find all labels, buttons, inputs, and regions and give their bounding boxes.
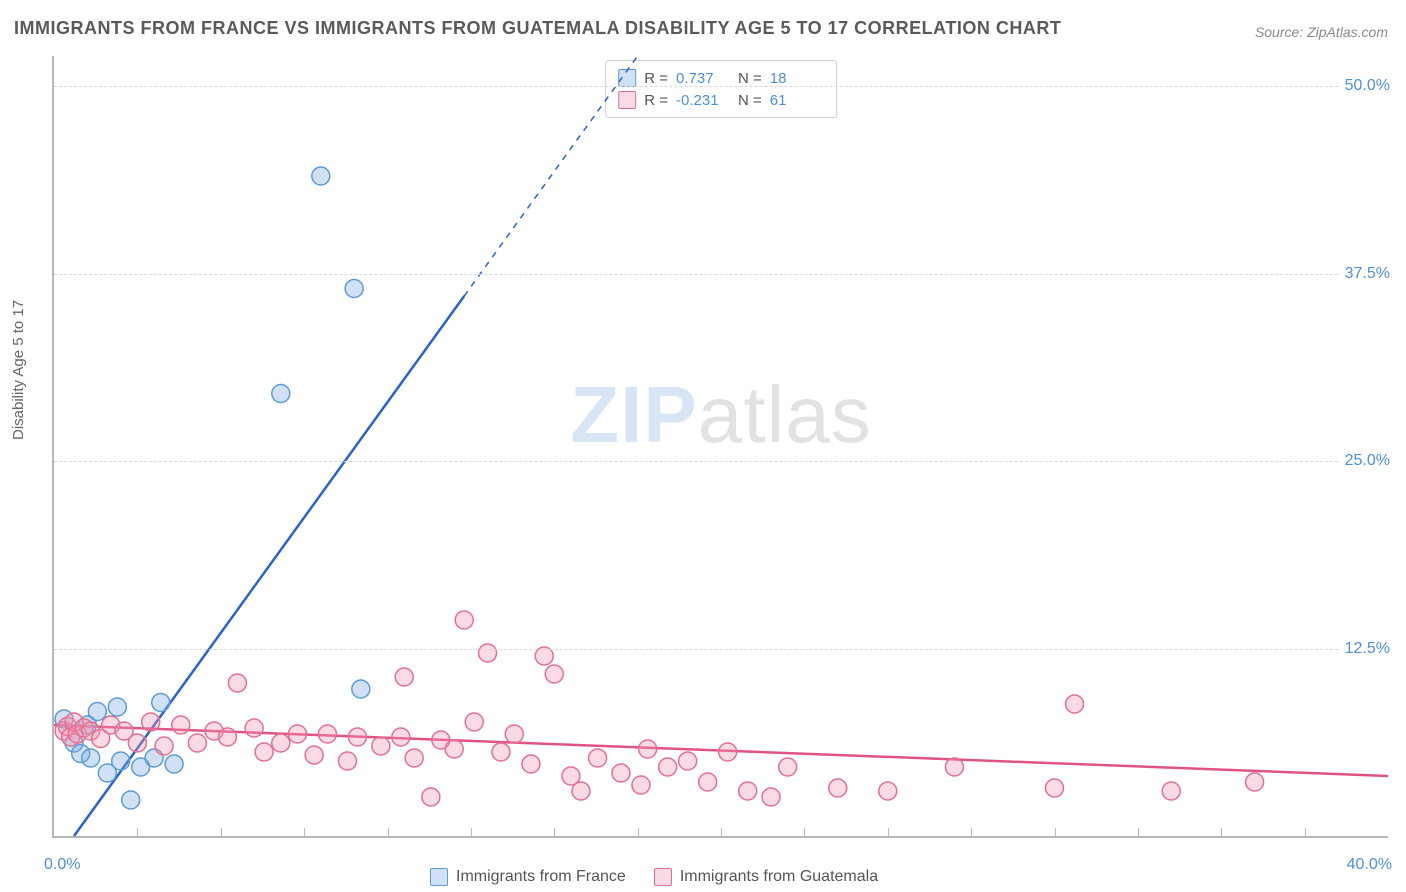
data-point-guatemala [492, 743, 510, 761]
data-point-guatemala [188, 734, 206, 752]
legend-item-france: Immigrants from France [430, 868, 626, 886]
data-point-guatemala [445, 740, 463, 758]
x-tick [1305, 828, 1306, 836]
y-axis-label: Disability Age 5 to 17 [10, 300, 27, 440]
data-point-guatemala [172, 716, 190, 734]
data-point-france [312, 167, 330, 185]
swatch-guatemala-icon [654, 868, 672, 886]
data-point-guatemala [779, 758, 797, 776]
y-tick-label: 50.0% [1339, 77, 1390, 95]
data-point-guatemala [659, 758, 677, 776]
x-tick [304, 828, 305, 836]
data-point-guatemala [545, 665, 563, 683]
data-point-guatemala [255, 743, 273, 761]
x-tick [1055, 828, 1056, 836]
chart-svg [54, 56, 1388, 836]
y-tick-label: 37.5% [1339, 265, 1390, 283]
data-point-guatemala [1046, 779, 1064, 797]
data-point-france [108, 698, 126, 716]
y-tick-label: 12.5% [1339, 640, 1390, 658]
y-tick-label: 25.0% [1339, 452, 1390, 470]
data-point-guatemala [505, 725, 523, 743]
data-point-guatemala [1066, 695, 1084, 713]
chart-title: IMMIGRANTS FROM FRANCE VS IMMIGRANTS FRO… [14, 18, 1061, 39]
x-tick [888, 828, 889, 836]
gridline [54, 461, 1388, 462]
source-label: Source: ZipAtlas.com [1255, 24, 1388, 40]
data-point-guatemala [535, 647, 553, 665]
data-point-france [345, 280, 363, 298]
data-point-france [82, 749, 100, 767]
data-point-guatemala [879, 782, 897, 800]
plot-area: ZIPatlas R = 0.737 N = 18 R = -0.231 N =… [52, 56, 1388, 838]
data-point-guatemala [245, 719, 263, 737]
data-point-guatemala [945, 758, 963, 776]
data-point-guatemala [142, 713, 160, 731]
data-point-guatemala [1246, 773, 1264, 791]
data-point-guatemala [338, 752, 356, 770]
data-point-guatemala [632, 776, 650, 794]
data-point-guatemala [1162, 782, 1180, 800]
data-point-guatemala [318, 725, 336, 743]
data-point-france [122, 791, 140, 809]
data-point-guatemala [589, 749, 607, 767]
data-point-france [165, 755, 183, 773]
data-point-guatemala [465, 713, 483, 731]
data-point-guatemala [272, 734, 290, 752]
x-tick [638, 828, 639, 836]
data-point-guatemala [288, 725, 306, 743]
gridline [54, 274, 1388, 275]
data-point-guatemala [479, 644, 497, 662]
x-tick [554, 828, 555, 836]
x-tick [804, 828, 805, 836]
data-point-france [88, 703, 106, 721]
data-point-guatemala [719, 743, 737, 761]
data-point-guatemala [405, 749, 423, 767]
x-tick [471, 828, 472, 836]
x-tick [971, 828, 972, 836]
data-point-guatemala [522, 755, 540, 773]
data-point-guatemala [572, 782, 590, 800]
x-tick-origin: 0.0% [44, 856, 80, 874]
gridline [54, 649, 1388, 650]
data-point-guatemala [739, 782, 757, 800]
data-point-guatemala [762, 788, 780, 806]
legend-label-guatemala: Immigrants from Guatemala [680, 868, 878, 886]
swatch-france-icon [430, 868, 448, 886]
data-point-guatemala [395, 668, 413, 686]
legend-item-guatemala: Immigrants from Guatemala [654, 868, 878, 886]
data-point-guatemala [612, 764, 630, 782]
data-point-guatemala [155, 737, 173, 755]
data-point-guatemala [639, 740, 657, 758]
data-point-guatemala [455, 611, 473, 629]
data-point-guatemala [305, 746, 323, 764]
x-tick [721, 828, 722, 836]
data-point-guatemala [372, 737, 390, 755]
data-point-guatemala [218, 728, 236, 746]
data-point-guatemala [829, 779, 847, 797]
data-point-france [352, 680, 370, 698]
x-tick [1221, 828, 1222, 836]
x-tick-max: 40.0% [1347, 856, 1392, 874]
x-tick [221, 828, 222, 836]
data-point-guatemala [348, 728, 366, 746]
data-point-guatemala [699, 773, 717, 791]
x-tick [1138, 828, 1139, 836]
x-tick [137, 828, 138, 836]
data-point-france [112, 752, 130, 770]
legend-label-france: Immigrants from France [456, 868, 626, 886]
series-legend: Immigrants from France Immigrants from G… [430, 868, 878, 886]
data-point-france [272, 385, 290, 403]
data-point-guatemala [128, 734, 146, 752]
data-point-guatemala [422, 788, 440, 806]
data-point-france [152, 694, 170, 712]
gridline [54, 86, 1388, 87]
data-point-guatemala [679, 752, 697, 770]
data-point-guatemala [228, 674, 246, 692]
x-tick [388, 828, 389, 836]
data-point-guatemala [392, 728, 410, 746]
trend-line-dashed-france [464, 56, 637, 296]
